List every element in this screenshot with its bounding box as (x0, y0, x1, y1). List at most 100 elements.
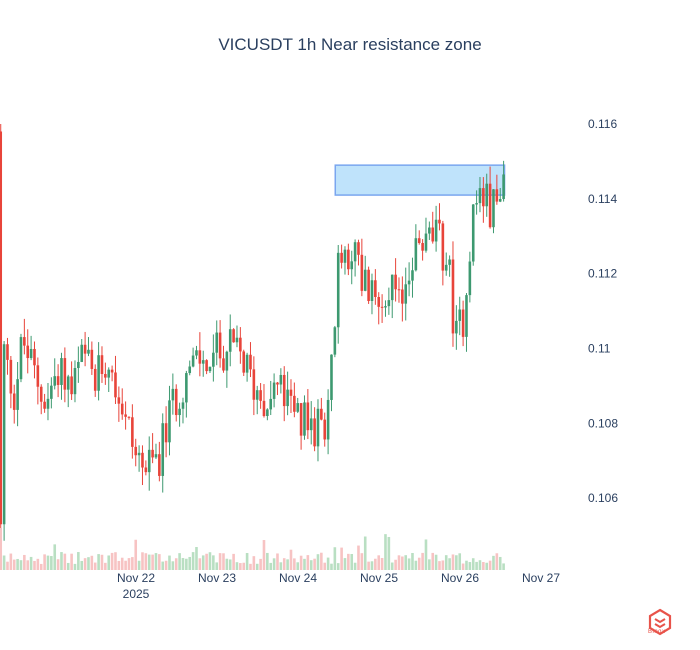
volume-bar (313, 558, 316, 570)
candle-body (330, 354, 333, 400)
candle-body (340, 252, 343, 263)
candle-body (208, 366, 212, 372)
volume-bar (19, 560, 23, 570)
candle-body (39, 386, 43, 402)
candle-body (444, 264, 448, 271)
volume-bar (468, 562, 472, 570)
candle-body (242, 351, 246, 373)
volume-bar (117, 560, 121, 570)
candle-body (245, 354, 249, 373)
candle-layer (0, 124, 505, 541)
volume-bar (296, 562, 300, 570)
candle-body (252, 369, 256, 400)
volume-bar (448, 558, 451, 570)
volume-bar (357, 545, 360, 570)
volume-bar (218, 553, 222, 570)
volume-bar (417, 557, 421, 570)
volume-bar (262, 540, 266, 570)
candle-body (77, 361, 80, 369)
candle-body (461, 309, 465, 337)
candle-body (137, 452, 141, 456)
volume-bar (104, 562, 107, 570)
candle-body (9, 359, 13, 394)
volume-bar (245, 553, 249, 570)
volume-bar (158, 554, 161, 570)
candle-body (80, 344, 84, 362)
volume-bar (370, 561, 374, 570)
volume-bar (23, 554, 26, 570)
candle-body (161, 423, 165, 476)
candle-body (357, 242, 360, 255)
volume-bar (191, 552, 195, 570)
candle-body (303, 402, 306, 436)
volume-bar (387, 536, 391, 570)
candle-body (367, 269, 370, 302)
volume-bar (498, 556, 502, 570)
volume-bar (303, 558, 306, 570)
candle-body (46, 398, 50, 409)
candle-body (131, 417, 134, 447)
volume-bar (171, 561, 175, 570)
x-tick-label: Nov 25 (360, 571, 398, 585)
volume-bar (114, 552, 117, 570)
volume-bar (401, 556, 404, 570)
candle-body (188, 366, 192, 374)
volume-bar (29, 556, 33, 570)
volume-bar (73, 563, 77, 570)
candle-body (478, 188, 482, 204)
volume-bar (320, 552, 323, 570)
volume-bar (80, 560, 84, 570)
volume-bar (286, 559, 289, 570)
volume-bar (488, 560, 492, 570)
volume-bar (110, 552, 114, 570)
volume-bar (77, 552, 80, 570)
volume-bar (154, 553, 158, 570)
volume-bar (407, 558, 411, 570)
volume-bar (249, 563, 252, 570)
volume-bar (201, 555, 205, 570)
volume-bar (181, 558, 185, 570)
candle-body (205, 360, 208, 372)
candle-body (154, 454, 158, 458)
candle-body (468, 261, 472, 296)
volume-bar (124, 560, 127, 570)
candle-body (144, 467, 148, 473)
volume-bar (272, 558, 276, 570)
candle-body (397, 289, 401, 291)
candle-body (370, 280, 374, 302)
candle-body (93, 368, 97, 391)
candle-body (279, 374, 283, 385)
volume-bar (461, 563, 465, 570)
volume-bar (242, 562, 246, 570)
candle-body (306, 402, 310, 431)
volume-bar (33, 560, 36, 570)
volume-bar (225, 558, 229, 570)
volume-bar (482, 562, 485, 570)
volume-bar (458, 553, 462, 570)
volume-bar (269, 562, 273, 570)
candle-body (191, 355, 195, 367)
volume-bar (266, 552, 269, 570)
volume-bar (455, 555, 458, 570)
candle-body (488, 183, 492, 228)
candle-body (198, 350, 202, 364)
candle-body (475, 203, 478, 205)
volume-bar (404, 555, 408, 570)
candle-body (16, 379, 19, 410)
volume-bar (326, 557, 330, 570)
volume-bar (215, 562, 219, 570)
volume-bar (120, 557, 124, 570)
volume-bar (36, 558, 40, 570)
candle-body (316, 408, 320, 447)
volume-bar (60, 552, 63, 570)
candle-body (404, 284, 408, 304)
chart-title: VICUSDT 1h Near resistance zone (218, 35, 481, 54)
candle-body (458, 309, 462, 321)
volume-bar (43, 554, 46, 570)
candle-body (269, 398, 273, 410)
volume-bar (502, 563, 505, 570)
candle-body (394, 274, 397, 290)
volume-bar (53, 544, 57, 570)
x-tick-year-label: 2025 (123, 587, 150, 601)
